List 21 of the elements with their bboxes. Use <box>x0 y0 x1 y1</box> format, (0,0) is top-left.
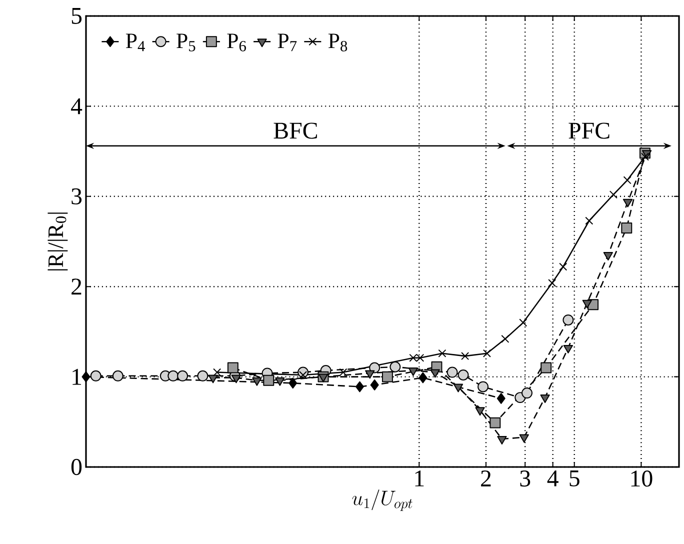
legend-label: P$_{5}$ <box>176 34 196 52</box>
legend-label: P$_{6}$ <box>227 34 246 52</box>
x-tick-label: 4 <box>547 470 558 486</box>
annotation: PFC <box>568 122 610 139</box>
x-tick-label: 3 <box>520 470 530 487</box>
y-tick-label: 4 <box>70 98 82 114</box>
x-axis-title: $u_1/U_{opt}$ <box>352 490 412 511</box>
legend-label: P$_{4}$ <box>126 34 145 52</box>
x-tick-label: 2 <box>481 470 491 486</box>
x-tick-label: 5 <box>570 470 580 486</box>
annotation: BFC <box>274 122 317 139</box>
y-axis-title: |R|/|R$_{0}$| <box>48 212 68 270</box>
legend-label: P$_{8}$ <box>328 34 348 52</box>
y-tick-label: 0 <box>71 458 82 476</box>
x-tick-label: 1 <box>415 470 424 486</box>
x-tick-label: 10 <box>631 470 652 487</box>
legend-label: P$_{7}$ <box>278 34 297 52</box>
y-tick-label: 2 <box>72 278 82 295</box>
y-tick-label: 1 <box>72 368 82 385</box>
y-tick-label: 3 <box>72 188 82 204</box>
y-tick-label: 5 <box>72 8 82 24</box>
